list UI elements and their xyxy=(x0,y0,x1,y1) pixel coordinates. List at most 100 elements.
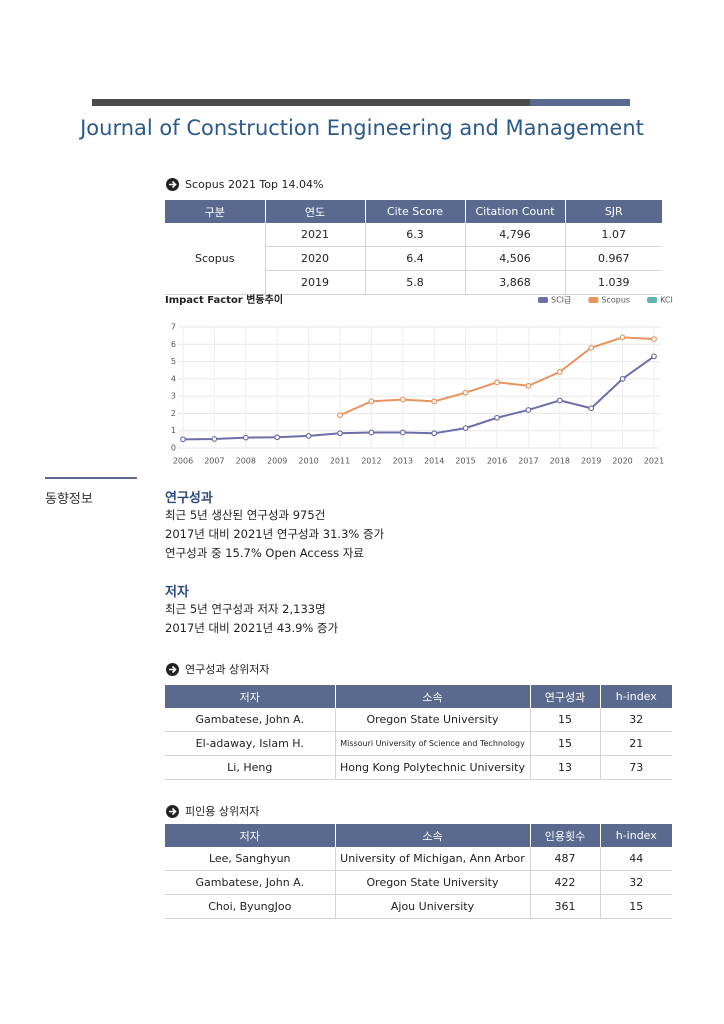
y-tick-label: 6 xyxy=(171,340,176,349)
icon xyxy=(166,662,179,676)
text-line: 연구성과 중 15.7% Open Access 자료 xyxy=(165,546,364,560)
row: El-adaway, Islam H. Missouri University o… xyxy=(165,731,672,756)
header-bar xyxy=(92,99,530,106)
text-line: 2017년 대비 2021년 43.9% 증가 xyxy=(165,621,339,635)
header-cell: h-index xyxy=(600,685,672,708)
section-heading: 피인용 상위저자 xyxy=(166,803,259,819)
point xyxy=(525,407,532,413)
subheading: 저자 xyxy=(165,585,189,600)
cell: 2021 xyxy=(265,223,366,247)
x-tick-label: 2021 xyxy=(644,457,664,466)
point xyxy=(619,334,626,341)
group-cell: Scopus xyxy=(165,223,266,295)
cell: 2019 xyxy=(265,270,366,295)
cell: 21 xyxy=(600,731,672,756)
point xyxy=(651,336,657,342)
y-tick-label: 5 xyxy=(171,357,176,366)
x-tick-label: 2013 xyxy=(393,457,413,466)
chart: Impact Factor 변동추이 0 1 2 3 4 5 6 7 2006 2007 2008 2… xyxy=(165,293,673,466)
icon xyxy=(166,178,179,191)
y-tick-label: 4 xyxy=(171,374,176,383)
cell: University of Michigan, Ann Arbor xyxy=(335,847,531,871)
x-tick-label: 2010 xyxy=(298,457,318,466)
header-cell: 연도 xyxy=(265,200,366,223)
cell: 32 xyxy=(600,870,672,895)
point xyxy=(556,369,563,375)
point xyxy=(337,412,343,419)
lines: 최근 5년 연구성과 저자 2,133명 2017년 대비 2021년 43.9%… xyxy=(165,600,338,638)
point xyxy=(588,344,595,351)
cell: Choi, ByungJoo xyxy=(165,894,336,919)
cell: 15 xyxy=(600,894,672,919)
cell: 44 xyxy=(600,847,672,871)
row: Lee, Sanghyun University of Michigan, Ann… xyxy=(165,847,672,871)
point xyxy=(399,429,406,436)
authors-block: 저자 최근 5년 연구성과 저자 2,133명 2017년 대비 2021년 43… xyxy=(165,581,338,638)
cell: Li, Heng xyxy=(165,755,336,780)
cell: 73 xyxy=(600,755,672,780)
row: Scopus 2021 6.3 4,796 1.07 xyxy=(165,223,662,295)
row: Gambatese, John A. Oregon State Universit… xyxy=(165,870,672,895)
cell: 1.07 xyxy=(565,223,662,247)
point xyxy=(431,398,438,405)
header-row: 저자 소속 인용횟수 h-index xyxy=(165,824,672,847)
subheading: 연구성과 xyxy=(165,491,213,506)
header-cell: 구분 xyxy=(165,200,266,223)
header-cell: h-index xyxy=(600,824,672,847)
sidebar-rule xyxy=(45,477,137,479)
cell: Hong Kong Polytechnic University xyxy=(335,755,531,780)
series-line xyxy=(182,355,655,441)
text-line: 2017년 대비 2021년 연구성과 31.3% 증가 xyxy=(165,527,385,541)
point xyxy=(462,389,469,396)
y-tick-label: 7 xyxy=(171,323,176,332)
legend-label: KCI xyxy=(660,296,673,305)
cell: 5.8 xyxy=(365,270,466,295)
x-tick-label: 2011 xyxy=(330,457,350,466)
point xyxy=(368,398,375,405)
section-heading: 연구성과 상위저자 xyxy=(166,661,269,677)
cell: 1.039 xyxy=(565,270,662,295)
x-tick-label: 2008 xyxy=(236,457,256,466)
cell: 0.967 xyxy=(565,246,662,271)
point xyxy=(274,434,281,441)
cell: 361 xyxy=(530,894,601,919)
point xyxy=(368,429,375,436)
y-tick-label: 0 xyxy=(171,444,176,453)
sidebar-label: 동향정보 xyxy=(45,492,93,507)
cell: Lee, Sanghyun xyxy=(165,847,336,871)
point xyxy=(211,436,218,442)
x-tick-label: 2017 xyxy=(518,457,538,466)
point xyxy=(337,430,343,437)
header-cell: 소속 xyxy=(335,824,531,847)
header-row: 저자 소속 연구성과 h-index xyxy=(165,685,672,708)
row: 2020 6.4 4,506 0.967 xyxy=(165,246,662,271)
header-cell: 저자 xyxy=(165,824,336,847)
header-row: 구분 연도 Cite Score Citation Count SJR xyxy=(165,200,662,223)
chart-title: Impact Factor 변동추이 xyxy=(165,293,283,306)
y-tick-label: 2 xyxy=(171,409,176,418)
cell: Oregon State University xyxy=(335,870,531,895)
section-heading: Scopus 2021 Top 14.04% xyxy=(166,178,323,191)
cell: Gambatese, John A. xyxy=(165,708,336,732)
header-cell: 연구성과 xyxy=(530,685,601,708)
header-cell: Citation Count xyxy=(465,200,566,223)
x-tick-label: 2015 xyxy=(455,457,475,466)
point xyxy=(462,425,469,432)
cell: Missouri University of Science and Techn… xyxy=(335,731,531,756)
point xyxy=(431,430,438,437)
text-line: 최근 5년 연구성과 저자 2,133명 xyxy=(165,602,326,616)
cited-authors-table: 저자 소속 인용횟수 h-index Lee, Sanghyun University o… xyxy=(165,824,672,919)
x-tick-label: 2020 xyxy=(612,457,632,466)
x-tick-label: 2006 xyxy=(173,457,193,466)
point xyxy=(588,405,595,412)
legend-swatch xyxy=(588,297,599,303)
header-cell: Cite Score xyxy=(365,200,466,223)
legend-swatch xyxy=(538,297,548,303)
heading-text: Scopus 2021 Top 14.04% xyxy=(185,178,324,191)
cell: 3,868 xyxy=(465,270,566,295)
x-tick-label: 2012 xyxy=(361,457,381,466)
point xyxy=(242,434,249,441)
point xyxy=(494,414,500,421)
row: Li, Heng Hong Kong Polytechnic University… xyxy=(165,755,672,780)
